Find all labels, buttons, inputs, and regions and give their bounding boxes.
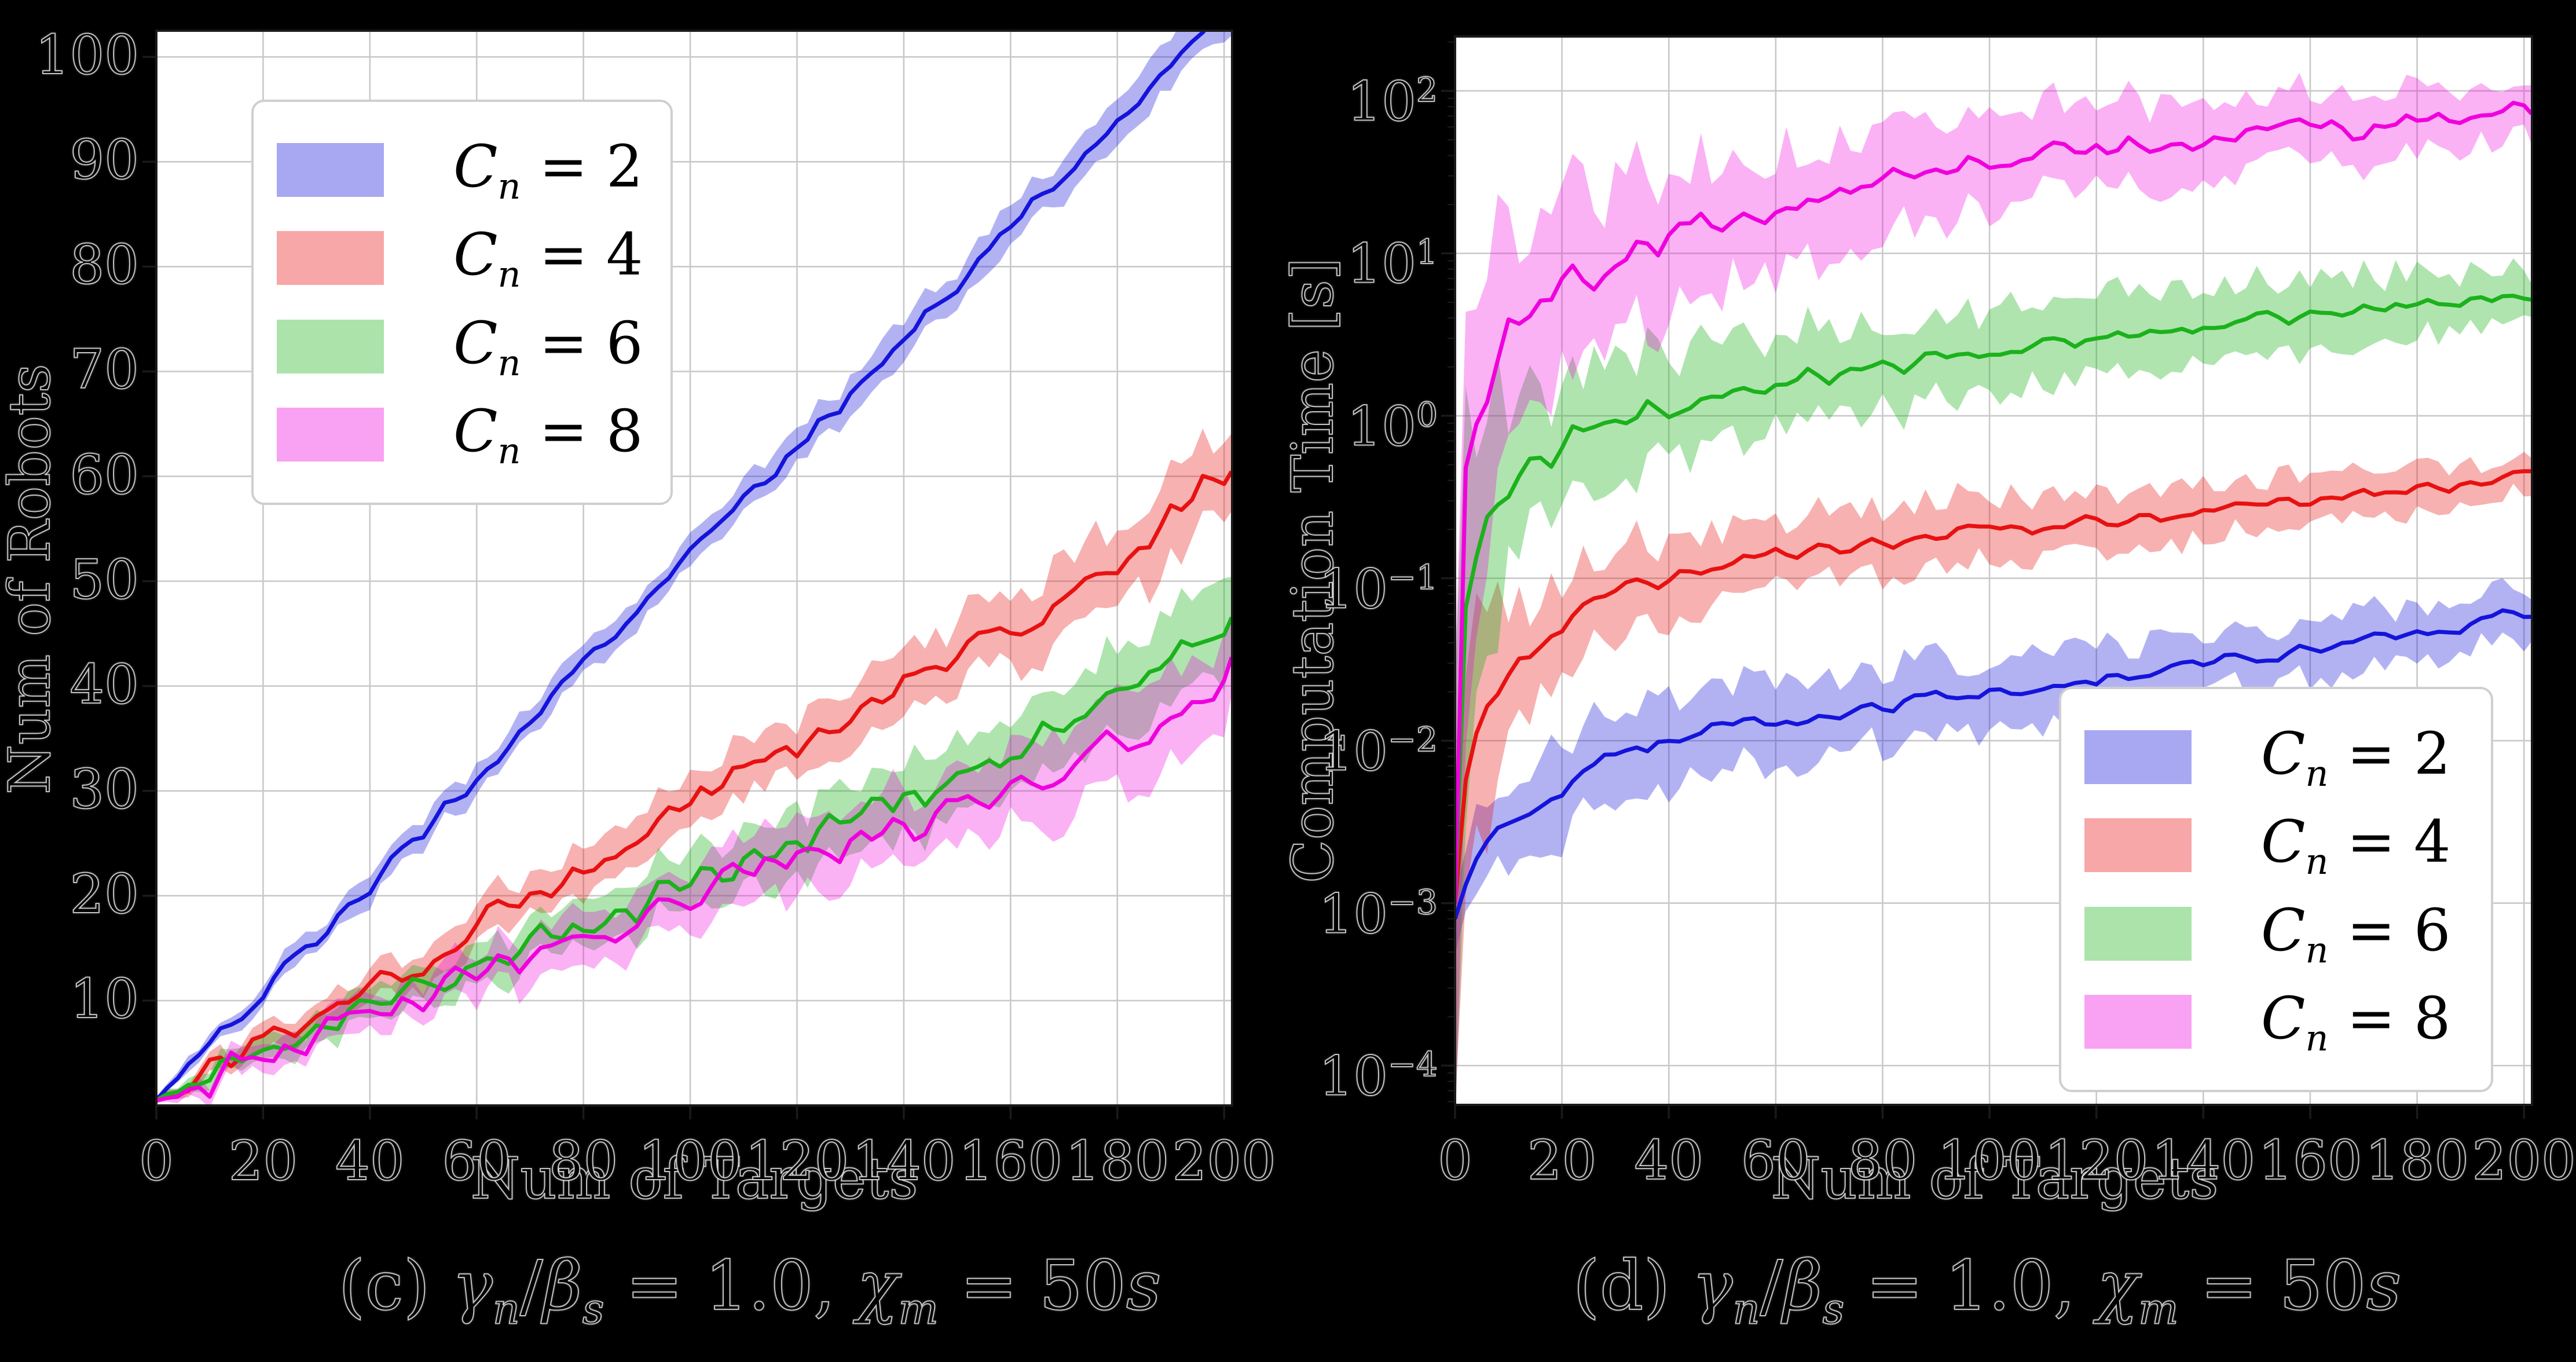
left-x-tick-140: 140 bbox=[851, 1129, 956, 1193]
legend-patch-icon bbox=[277, 231, 384, 285]
legend-label: Cn = 6 bbox=[2261, 896, 2451, 971]
left-x-tick-0: 0 bbox=[138, 1129, 174, 1193]
band-2 bbox=[1455, 578, 2532, 955]
right-x-tick-140: 140 bbox=[2151, 1129, 2256, 1193]
left-x-tick-100: 100 bbox=[637, 1129, 742, 1193]
legend-item-2: Cn = 2 bbox=[277, 133, 647, 207]
line-6 bbox=[1455, 294, 2532, 903]
legend-patch-icon bbox=[2084, 818, 2192, 873]
right-y-tick-3: 10−1 bbox=[1318, 557, 1438, 621]
right-x-tick-200: 200 bbox=[2471, 1129, 2576, 1193]
right-y-tick-2: 100 bbox=[1346, 394, 1438, 459]
left-plot-area bbox=[142, 30, 1233, 1119]
right-x-tick-180: 180 bbox=[2365, 1129, 2469, 1193]
left-y-tick-1: 20 bbox=[69, 862, 140, 927]
left-y-tick-9: 100 bbox=[35, 23, 140, 87]
right-x-tick-0: 0 bbox=[1437, 1129, 1473, 1193]
line-8 bbox=[1455, 101, 2532, 903]
left-x-tick-200: 200 bbox=[1171, 1129, 1276, 1193]
caption-d: (d) γn/βs = 1.0, χm = 50s bbox=[1573, 1245, 2402, 1335]
right-ticks bbox=[1441, 90, 2525, 1119]
legend-label: Cn = 2 bbox=[2261, 720, 2451, 795]
left-x-tick-160: 160 bbox=[958, 1129, 1063, 1193]
left-y-tick-5: 60 bbox=[69, 443, 140, 507]
right-x-axis-label: Num of Targets bbox=[1771, 1145, 2219, 1213]
right-x-tick-20: 20 bbox=[1527, 1129, 1597, 1193]
right-y-tick-4: 10−2 bbox=[1318, 719, 1438, 783]
left-ticks bbox=[142, 56, 1225, 1119]
right-x-tick-120: 120 bbox=[2044, 1129, 2149, 1193]
line-4 bbox=[1455, 469, 2532, 903]
legend-item-2: Cn = 2 bbox=[2084, 720, 2468, 794]
left-y-tick-8: 90 bbox=[69, 128, 140, 192]
line-6 bbox=[156, 617, 1232, 1102]
legend-patch-icon bbox=[277, 319, 384, 374]
legend-patch-icon bbox=[277, 407, 384, 462]
left-x-tick-180: 180 bbox=[1065, 1129, 1170, 1193]
legend-item-4: Cn = 4 bbox=[277, 221, 647, 295]
left-y-tick-6: 70 bbox=[69, 338, 140, 402]
left-spines bbox=[155, 30, 1233, 1107]
legend-item-4: Cn = 4 bbox=[2084, 808, 2468, 883]
legend-label: Cn = 6 bbox=[453, 309, 643, 384]
right-x-tick-160: 160 bbox=[2258, 1129, 2362, 1193]
legend-label: Cn = 4 bbox=[453, 221, 643, 296]
legend-patch-icon bbox=[277, 143, 384, 197]
left-y-tick-0: 10 bbox=[69, 967, 140, 1031]
left-y-tick-7: 80 bbox=[69, 233, 140, 297]
legend-label: Cn = 2 bbox=[453, 133, 643, 208]
right-x-tick-100: 100 bbox=[1937, 1129, 2042, 1193]
right-y-tick-5: 10−3 bbox=[1318, 882, 1438, 946]
left-y-tick-3: 40 bbox=[69, 653, 140, 717]
right-minor-ticks bbox=[1448, 41, 1455, 1103]
line-4 bbox=[156, 470, 1232, 1102]
left-y-tick-2: 30 bbox=[69, 757, 140, 822]
left-x-axis-label: Num of Targets bbox=[470, 1145, 919, 1213]
right-y-tick-6: 10−4 bbox=[1318, 1044, 1438, 1108]
right-spines bbox=[1454, 35, 2533, 1106]
right-y-tick-1: 101 bbox=[1346, 232, 1438, 296]
legend-item-6: Cn = 6 bbox=[277, 309, 647, 384]
right-x-tick-40: 40 bbox=[1633, 1129, 1704, 1193]
left-x-tick-40: 40 bbox=[335, 1129, 405, 1193]
legend-item-8: Cn = 8 bbox=[2084, 984, 2468, 1059]
line-2 bbox=[1455, 608, 2532, 920]
legend-patch-icon bbox=[2084, 994, 2192, 1049]
left-x-tick-60: 60 bbox=[441, 1129, 512, 1193]
legend-item-6: Cn = 6 bbox=[2084, 896, 2468, 971]
legend-label: Cn = 8 bbox=[453, 397, 643, 472]
right-legend: Cn = 2 Cn = 4 Cn = 6 Cn = 8 bbox=[2059, 687, 2493, 1092]
left-x-tick-120: 120 bbox=[745, 1129, 849, 1193]
right-y-tick-0: 102 bbox=[1346, 69, 1438, 134]
left-x-tick-20: 20 bbox=[228, 1129, 299, 1193]
line-8 bbox=[156, 656, 1232, 1103]
left-legend: Cn = 2 Cn = 4 Cn = 6 Cn = 8 bbox=[251, 100, 673, 505]
legend-patch-icon bbox=[2084, 730, 2192, 785]
legend-label: Cn = 4 bbox=[2261, 808, 2451, 883]
legend-patch-icon bbox=[2084, 906, 2192, 961]
left-series bbox=[156, 31, 1232, 1105]
line-2 bbox=[156, 31, 1207, 1102]
band-8 bbox=[156, 619, 1232, 1105]
caption-c: (c) γn/βs = 1.0, χm = 50s bbox=[338, 1245, 1162, 1335]
legend-item-8: Cn = 8 bbox=[277, 397, 647, 472]
right-x-tick-60: 60 bbox=[1740, 1129, 1811, 1193]
left-x-tick-80: 80 bbox=[548, 1129, 619, 1193]
right-x-tick-80: 80 bbox=[1848, 1129, 1918, 1193]
right-series bbox=[1455, 72, 2532, 1105]
legend-label: Cn = 8 bbox=[2261, 984, 2451, 1059]
left-y-tick-4: 50 bbox=[69, 548, 140, 612]
